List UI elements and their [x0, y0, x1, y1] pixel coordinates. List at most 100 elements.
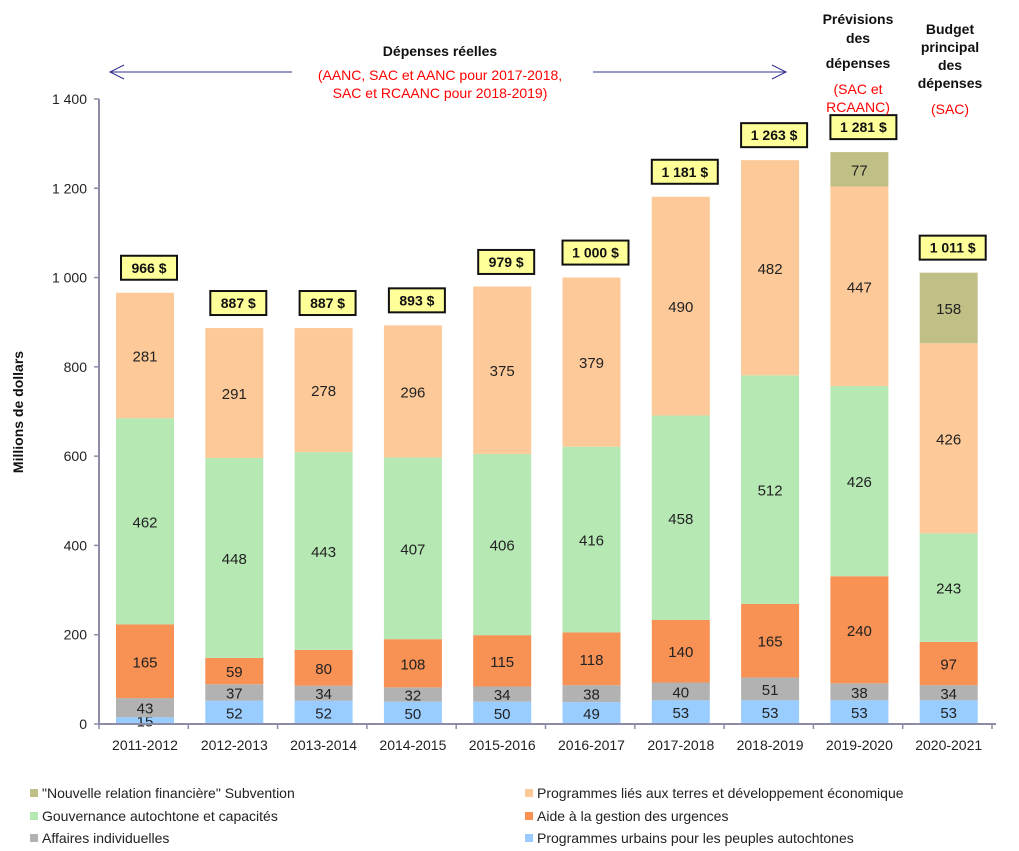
bar-segment	[830, 386, 889, 577]
segment-value-label: 34	[315, 686, 332, 703]
bar-segment	[830, 576, 889, 684]
segment-value-label: 416	[579, 533, 604, 550]
segment-value-label: 51	[762, 682, 779, 699]
bar-segment	[919, 641, 978, 686]
legend-label: Gouvernance autochtone et capacités	[42, 808, 278, 824]
segment-value-label: 53	[851, 705, 868, 722]
x-tick-label: 2020-2021	[915, 737, 982, 753]
segment-value-label: 512	[758, 483, 783, 500]
budget-title-line: Budget	[925, 21, 975, 37]
total-value-label: 1 281 $	[840, 119, 887, 135]
bar-segment	[562, 702, 621, 724]
segment-value-label: 40	[672, 684, 689, 701]
x-tick-label: 2018-2019	[737, 737, 804, 753]
bar-segment	[651, 415, 710, 620]
segment-value-label: 458	[668, 511, 693, 528]
segment-value-label: 52	[315, 705, 332, 722]
bar-segment	[651, 619, 710, 683]
bar-segment	[919, 343, 978, 534]
segment-value-label: 15	[137, 714, 154, 731]
total-box	[209, 290, 268, 317]
segment-value-label: 140	[668, 644, 693, 661]
legend-swatch	[30, 834, 38, 842]
bar-segment	[473, 686, 532, 702]
bar-segment	[383, 457, 442, 640]
segment-value-label: 165	[758, 634, 783, 651]
bar-segment	[562, 685, 621, 703]
x-tick-label: 2017-2018	[647, 737, 714, 753]
bar-segment	[205, 700, 264, 724]
legend-swatch	[30, 789, 38, 797]
bar-segment	[294, 328, 353, 453]
legend-swatch	[525, 834, 533, 842]
segment-value-label: 49	[583, 706, 600, 723]
total-value-label: 887 $	[221, 295, 256, 311]
total-value-label: 979 $	[489, 254, 524, 270]
y-tick-label: 1 400	[52, 91, 87, 107]
bar-segment	[205, 657, 264, 685]
segment-value-label: 53	[762, 705, 779, 722]
segment-value-label: 50	[494, 706, 511, 723]
segment-value-label: 97	[940, 657, 957, 674]
forecast-title: Prévisions des dépenses	[806, 10, 910, 73]
segment-value-label: 296	[400, 384, 425, 401]
forecast-note-line: (SAC et	[833, 81, 883, 97]
bar-segment	[116, 698, 174, 718]
total-value-label: 966 $	[131, 260, 166, 276]
actual-spending-note: (AANC, SAC et AANC pour 2017-2018, SAC e…	[317, 67, 563, 101]
legend-item: Programmes urbains pour les peuples auto…	[525, 830, 854, 846]
bar-segment	[741, 677, 800, 701]
bar-segment	[562, 446, 621, 633]
bar-segment	[830, 683, 889, 701]
segment-value-label: 34	[940, 686, 957, 703]
bar-segment	[473, 453, 532, 636]
total-value-label: 1 011 $	[930, 240, 976, 256]
bar-segment	[294, 685, 353, 701]
legend-swatch	[525, 812, 533, 820]
bar-segment	[383, 701, 442, 724]
bar-segment	[116, 292, 174, 419]
segment-value-label: 77	[851, 162, 868, 179]
segment-value-label: 53	[940, 705, 957, 722]
forecast-note-line: RCAANC)	[826, 99, 890, 115]
bar-segment	[294, 452, 353, 650]
forecast-note: (SAC et RCAANC)	[806, 80, 910, 116]
segment-value-label: 448	[222, 551, 247, 568]
bar-segment	[294, 700, 353, 724]
total-box	[918, 234, 987, 261]
segment-value-label: 426	[936, 431, 961, 448]
budget-title-line: principal	[920, 39, 980, 55]
segment-value-label: 375	[490, 363, 515, 380]
bar-segment	[741, 603, 800, 678]
bar-segment	[383, 325, 442, 458]
forecast-title-line: des	[845, 30, 871, 46]
x-tick-label: 2019-2020	[826, 737, 893, 753]
bar-segment	[919, 533, 978, 642]
bar-segment	[116, 418, 174, 625]
segment-value-label: 407	[400, 541, 425, 558]
legend-item: Gouvernance autochtone et capacités	[30, 808, 278, 824]
forecast-title-line: dépenses	[825, 55, 891, 71]
segment-value-label: 118	[580, 652, 604, 669]
bar-segment	[741, 375, 800, 604]
total-value-label: 893 $	[399, 292, 434, 308]
x-tick-label: 2011-2012	[112, 737, 178, 753]
period-arrows	[108, 64, 788, 80]
right-arrow-head	[771, 64, 788, 80]
segment-value-label: 37	[226, 686, 243, 703]
y-tick-label: 0	[79, 716, 87, 732]
bar-segment	[562, 277, 621, 447]
budget-note: (SAC)	[930, 101, 970, 117]
segment-value-label: 278	[311, 383, 336, 400]
total-box	[477, 248, 536, 275]
legend-label: Programmes liés aux terres et développem…	[537, 785, 904, 801]
left-arrow-head	[108, 64, 125, 80]
total-box	[740, 122, 809, 149]
bar-segment	[651, 196, 710, 416]
segment-value-label: 490	[668, 299, 693, 316]
axes-group: 0 200 400 600 800 1 000 1 200 1 400 2011-2012 201…	[52, 91, 996, 753]
segment-value-label: 80	[315, 661, 332, 678]
segment-value-label: 482	[758, 261, 783, 278]
